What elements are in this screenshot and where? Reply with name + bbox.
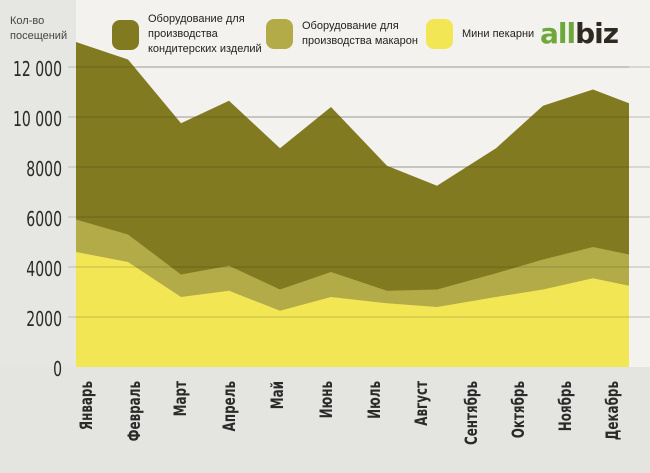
- x-tick-label: Октябрь: [508, 381, 528, 438]
- legend-line: производства: [148, 28, 218, 40]
- x-tick-label: Ноябрь: [555, 381, 575, 432]
- logo-part: all: [540, 17, 576, 50]
- legend-label: Мини пекарни: [462, 27, 534, 42]
- x-tick-label: Июль: [364, 381, 384, 419]
- legend-label: Оборудование для производства кондитерск…: [148, 12, 262, 57]
- legend-line: Оборудование для: [148, 13, 245, 25]
- y-tick-label: 4000: [26, 258, 62, 281]
- x-axis-panel: [0, 367, 650, 473]
- x-tick-label: Апрель: [219, 381, 239, 432]
- legend-line: кондитерских изделий: [148, 43, 262, 55]
- x-tick-labels: Январь Февраль Март Апрель Май Июнь Июль Август…: [76, 381, 622, 445]
- legend-item-mini-bakery: Мини пекарни: [426, 19, 534, 49]
- x-tick-label: Декабрь: [602, 381, 622, 441]
- x-tick-label: Август: [411, 381, 431, 426]
- chart-areas: [76, 42, 629, 367]
- legend-line: производства макарон: [302, 35, 418, 47]
- x-tick-label: Февраль: [124, 381, 144, 442]
- y-axis-title: Кол-во посещений: [10, 14, 80, 44]
- gridlines-overlay: [76, 66, 629, 318]
- y-tick-label: 6000: [26, 208, 62, 231]
- y-axis-title-line: Кол-во: [10, 15, 45, 27]
- y-tick-label: 2000: [26, 308, 62, 331]
- legend-item-pasta: Оборудование для производства макарон: [266, 19, 418, 49]
- allbiz-logo: allbiz: [540, 17, 619, 50]
- legend-line: Оборудование для: [302, 20, 399, 32]
- y-axis-title-line: посещений: [10, 30, 68, 42]
- y-tick-label: 0: [53, 358, 62, 381]
- legend-swatch: [112, 20, 139, 50]
- legend-swatch: [266, 19, 293, 49]
- logo-part: biz: [575, 17, 619, 50]
- area-mini-bakery: [76, 252, 629, 367]
- y-tick-label: 10 000: [13, 108, 62, 131]
- y-tick-labels: 0 2000 4000 6000 8000 10 000 12 000: [13, 58, 62, 381]
- legend-line: Мини пекарни: [462, 28, 535, 40]
- x-tick-label: Июнь: [316, 381, 336, 419]
- x-tick-label: Май: [267, 381, 287, 409]
- legend-label: Оборудование для производства макарон: [302, 19, 418, 49]
- legend-swatch: [426, 19, 453, 49]
- y-tick-label: 12 000: [13, 58, 62, 81]
- x-tick-label: Сентябрь: [461, 381, 481, 445]
- x-tick-label: Март: [170, 381, 190, 416]
- legend-item-confectionery: Оборудование для производства кондитерск…: [112, 12, 262, 57]
- y-tick-label: 8000: [26, 158, 62, 181]
- x-tick-label: Январь: [76, 381, 96, 430]
